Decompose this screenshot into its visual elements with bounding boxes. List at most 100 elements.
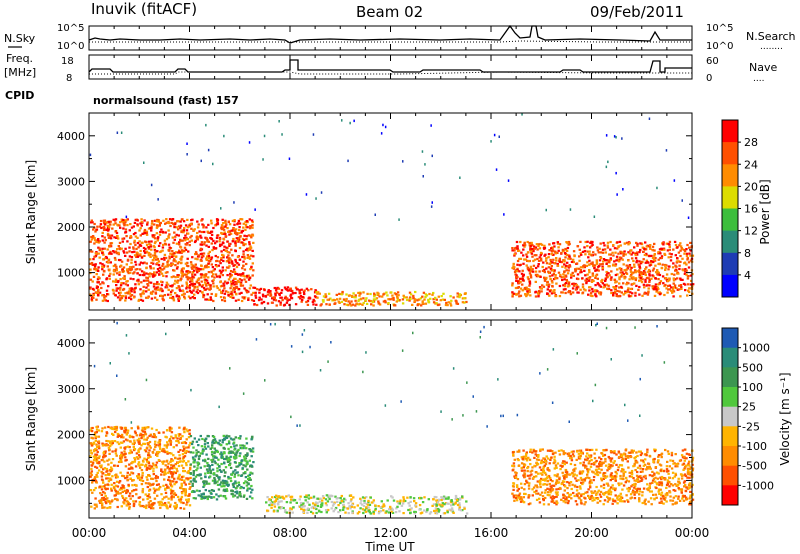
power-cell <box>678 244 681 247</box>
power-cell <box>551 274 554 277</box>
power-cell <box>572 284 576 287</box>
power-cell <box>222 225 225 228</box>
velocity-cell <box>146 497 149 501</box>
power-cell <box>207 265 210 269</box>
power-cell <box>591 262 594 266</box>
power-cell <box>143 254 146 257</box>
power-cell <box>229 274 232 277</box>
power-cell <box>315 291 318 294</box>
power-cell <box>155 232 159 235</box>
power-cell <box>122 287 126 291</box>
velocity-cell <box>104 444 107 447</box>
velocity-cell <box>170 498 173 501</box>
power-cell <box>523 241 526 244</box>
velocity-cell <box>105 432 109 435</box>
power-cell <box>210 270 213 273</box>
power-cell <box>206 298 209 301</box>
power-cell <box>132 247 135 250</box>
power-cell <box>158 233 162 236</box>
velocity-cell <box>233 448 236 451</box>
velocity-cell <box>402 496 405 499</box>
velocity-cell <box>225 489 229 492</box>
velocity-cell <box>347 512 350 515</box>
velocity-cell <box>206 470 210 473</box>
velocity-cell <box>153 491 156 494</box>
velocity-cell <box>289 501 292 504</box>
velocity-cell <box>120 456 124 459</box>
power-cell <box>606 241 610 244</box>
power-cell <box>181 239 184 242</box>
power-cell <box>618 256 622 259</box>
velocity-cell <box>208 467 211 470</box>
power-cell <box>622 263 625 266</box>
power-cell <box>134 231 137 235</box>
power-cell <box>134 235 138 238</box>
power-cell <box>251 224 254 227</box>
power-cell <box>516 259 520 263</box>
velocity-cell <box>342 506 345 509</box>
power-cell <box>634 277 638 280</box>
power-cell <box>175 267 179 270</box>
velocity-cell <box>132 489 136 492</box>
power-cell <box>561 291 564 294</box>
velocity-cell <box>350 498 353 501</box>
power-cell <box>126 284 129 287</box>
velocity-cell <box>408 504 411 507</box>
velocity-cell <box>277 503 280 506</box>
velocity-cell <box>385 510 388 513</box>
power-cell <box>171 255 174 258</box>
power-cell <box>154 258 158 261</box>
velocity-cell <box>184 462 188 465</box>
power-cell <box>240 291 243 294</box>
power-cell <box>177 220 180 223</box>
power-cell <box>125 251 129 254</box>
velocity-cell <box>102 468 105 471</box>
velocity-cell <box>167 462 170 465</box>
velocity-cell <box>173 483 176 486</box>
power-cell <box>553 269 556 272</box>
velocity-cell <box>172 454 175 457</box>
power-cell <box>568 264 571 267</box>
power-cell <box>673 240 677 243</box>
power-cell <box>145 243 149 246</box>
power-cell <box>233 270 237 274</box>
power-cell <box>405 296 408 299</box>
power-cell <box>675 265 678 268</box>
power-cell <box>557 249 560 252</box>
velocity-cell <box>332 502 336 505</box>
power-cell <box>123 275 126 278</box>
nave-trace <box>89 71 692 75</box>
power-cell <box>207 245 210 248</box>
velocity-cell <box>238 462 241 465</box>
power-cell <box>228 251 231 254</box>
velocity-cell <box>103 492 106 495</box>
power-cell <box>156 218 159 221</box>
power-cell <box>547 271 551 275</box>
velocity-cell <box>247 474 250 477</box>
velocity-cell <box>193 459 196 462</box>
power-cell <box>153 242 157 245</box>
velocity-cell <box>170 431 174 434</box>
power-cell <box>109 244 112 247</box>
velocity-cell <box>295 501 298 504</box>
power-cell <box>196 258 199 261</box>
velocity-cell <box>122 475 126 478</box>
power-cell <box>601 248 605 251</box>
power-cell <box>202 252 206 255</box>
power-cell <box>570 260 574 263</box>
power-cell <box>593 264 596 267</box>
power-cell <box>216 256 220 259</box>
power-cell <box>200 280 203 283</box>
power-cell <box>126 218 129 221</box>
power-cell <box>199 249 202 252</box>
velocity-cell <box>352 496 355 499</box>
velocity-cell <box>169 482 172 485</box>
velocity-cell <box>238 491 242 494</box>
power-cell <box>235 292 238 295</box>
power-cell <box>564 288 567 291</box>
power-cell <box>100 286 103 290</box>
power-cell <box>676 288 679 291</box>
power-cell <box>531 255 534 258</box>
freq-tick-top: 18 <box>61 56 74 67</box>
